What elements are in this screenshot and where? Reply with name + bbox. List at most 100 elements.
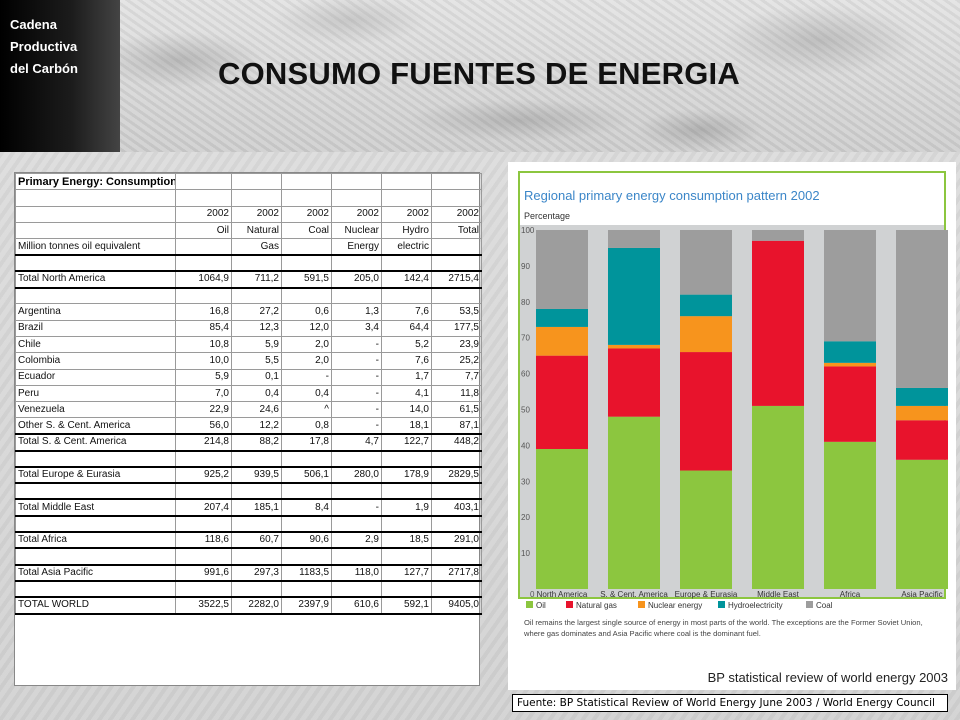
legend-label: Coal [816,601,833,610]
legend-swatch [526,601,533,608]
country-name [15,580,176,599]
value-cell: 591,5 [281,270,332,289]
bar-segment-hydroelectricity [536,308,588,327]
country-row: Other S. & Cent. America 56,0 12,2 0,8-18,1… [15,417,482,436]
value-cell: 56,0 [175,417,232,436]
fuel-header: Hydro [381,221,432,240]
bar-segment-coal [752,230,804,241]
value-cell [175,287,232,305]
y-tick-label: 40 [521,441,530,450]
y-tick-label: 0 [530,590,535,599]
value-cell: 178,9 [381,466,432,485]
chart-header-bg [520,173,944,225]
corner-label-box: Cadena Productiva del Carbón [0,0,120,152]
value-cell: 118,0 [331,564,382,582]
spacer-row [15,450,482,468]
value-cell: 7,6 [381,352,432,370]
value-cell: 2,0 [281,335,332,354]
value-cell: 10,0 [175,352,232,370]
empty-cell [431,189,482,207]
bar-segment-nuclear-energy [608,344,660,349]
fuel-header: Energy [331,238,382,257]
y-tick-label: 10 [521,549,530,558]
total-row: Total Asia Pacific 991,6 297,3 1183,5 118,0 1… [15,564,482,582]
value-cell: - [331,368,382,386]
empty-cell [15,189,176,207]
bar-segment-coal [680,230,732,295]
value-cell [231,482,282,501]
country-name: Other S. & Cent. America [15,417,176,436]
fuel-header: Nuclear [331,221,382,240]
bar-segment-natural-gas [680,352,732,471]
bar-segment-hydroelectricity [608,247,660,345]
value-cell [331,482,382,501]
value-cell [381,450,432,468]
legend-label: Nuclear energy [648,601,702,610]
y-tick-label: 30 [521,477,530,486]
total-name: Total Asia Pacific [15,564,176,582]
slide-title: CONSUMO FUENTES DE ENERGIA [218,56,740,91]
legend-swatch [566,601,573,608]
value-cell: 1,3 [331,303,382,321]
value-cell: 2,0 [281,352,332,370]
value-cell [381,580,432,599]
value-cell: 280,0 [331,466,382,485]
y-tick-label: 20 [521,513,530,522]
value-cell: 1064,9 [175,270,232,289]
value-cell: 18,5 [381,531,432,550]
spacer-row [15,189,482,207]
country-name: Venezuela [15,401,176,419]
x-category-label: S. & Cent. America [600,590,668,599]
fuel-header: Natural [231,221,282,240]
value-cell: 88,2 [231,433,282,452]
fuel-header: Coal [281,221,332,240]
value-cell [431,482,482,501]
value-cell [175,515,232,534]
chart-title: Regional primary energy consumption patt… [524,188,820,203]
source-note: Fuente: BP Statistical Review of World E… [512,694,948,712]
value-cell: 1,9 [381,498,432,517]
unit-label: Million tonnes oil equivalent [15,238,176,257]
value-cell: 185,1 [231,498,282,517]
value-cell [331,287,382,305]
spacer-row [15,547,482,566]
total-row: Total North America 1064,9 711,2 591,5 205,0… [15,270,482,289]
x-category-label: Europe & Eurasia [675,590,738,599]
bar-segment-nuclear-energy [824,362,876,367]
empty-cell [281,172,332,191]
legend-swatch [718,601,725,608]
chart-panel: Regional primary energy consumption patt… [508,162,956,690]
value-cell: 22,9 [175,401,232,419]
value-cell: 85,4 [175,319,232,337]
value-cell [281,450,332,468]
value-cell: 12,0 [281,319,332,337]
y-tick-label: 60 [521,370,530,379]
corner-label-line-3: del Carbón [10,61,78,76]
year-header: 2002 [381,205,432,223]
bar-segment-oil [824,441,876,589]
bar-segment-hydroelectricity [824,341,876,363]
value-cell: 0,4 [231,384,282,403]
consumption-table-panel: Primary Energy: Consumption by fuel * 200… [14,172,482,686]
value-cell: 118,6 [175,531,232,550]
bar-segment-oil [896,459,948,589]
bar-segment-nuclear-energy [536,326,588,356]
value-cell [281,547,332,566]
x-category-label: Middle East [757,590,800,599]
chart-footer: BP statistical review of world energy 20… [708,670,948,685]
value-cell: 0,8 [281,417,332,436]
bar-segment-nuclear-energy [896,405,948,421]
country-row: Chile 10,8 5,9 2,0-5,2 23,9 [15,335,482,354]
spacer-row [15,287,482,305]
spacer-row [15,482,482,501]
value-cell [231,287,282,305]
bar-segment-oil [752,405,804,589]
value-cell [431,580,482,599]
total-name: Total Africa [15,531,176,550]
stacked-bar-chart: Regional primary energy consumption patt… [518,171,948,685]
value-cell: 711,2 [231,270,282,289]
empty-cell [231,172,282,191]
value-cell [381,287,432,305]
value-cell [331,515,382,534]
value-cell: 403,1 [431,498,482,517]
